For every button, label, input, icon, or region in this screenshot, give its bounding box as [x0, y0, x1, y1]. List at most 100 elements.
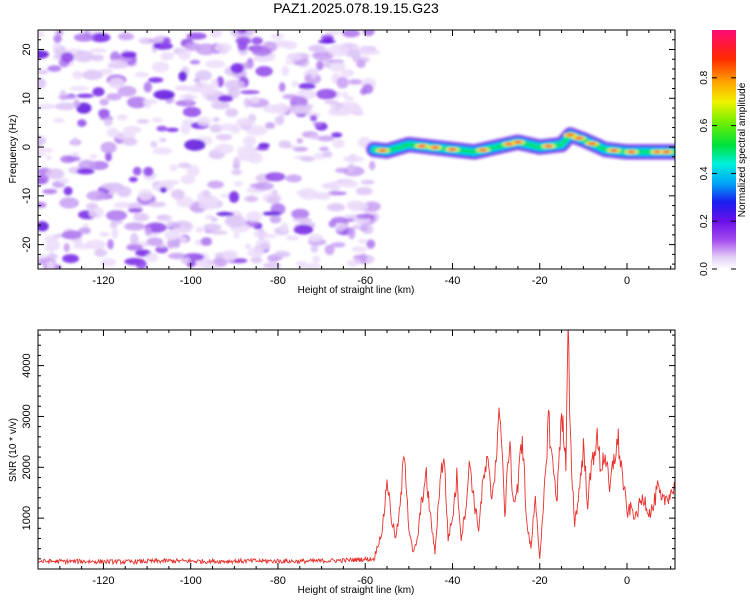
noise-blob	[111, 227, 119, 239]
y-tick-label: 4000	[21, 353, 33, 377]
noise-blob	[351, 246, 368, 253]
noise-blob	[186, 165, 200, 177]
noise-blob	[55, 102, 77, 111]
noise-blob	[38, 30, 45, 38]
y-tick-label: -20	[21, 237, 33, 253]
noise-blob	[246, 211, 263, 223]
snr-panel: -120 -100 -80 -60 -40 -20 0 1000 2000 3000 4000 He…	[8, 329, 676, 596]
noise-blob	[184, 139, 206, 151]
noise-blob	[243, 195, 259, 202]
noise-blob	[145, 252, 159, 263]
noise-blob	[164, 230, 180, 241]
noise-blob	[58, 95, 77, 100]
noise-blob	[279, 106, 285, 118]
noise-blob	[243, 98, 252, 108]
noise-blob	[326, 191, 347, 196]
noise-blob	[77, 119, 87, 127]
noise-blob	[197, 116, 212, 127]
noise-blob	[116, 114, 128, 121]
noise-blob	[46, 254, 59, 259]
noise-blob	[38, 147, 54, 153]
noise-blob	[89, 48, 108, 53]
colorbar-label: Normalized spectral amplitude	[737, 82, 748, 217]
noise-blob	[310, 115, 318, 122]
signal-hotspot-core	[479, 148, 487, 152]
noise-blob	[113, 201, 133, 209]
noise-blob	[369, 160, 376, 171]
noise-blob	[58, 177, 69, 184]
noise-blob	[322, 151, 333, 158]
noise-blob	[286, 53, 302, 61]
noise-blob	[160, 51, 174, 61]
x-tick-label: 0	[624, 575, 630, 587]
signal-hotspot-core	[609, 149, 618, 152]
noise-blob	[62, 254, 79, 264]
noise-blob	[186, 32, 207, 40]
noise-blob	[298, 82, 316, 90]
noise-blob	[296, 190, 310, 196]
noise-blob	[98, 108, 110, 119]
noise-blob	[328, 61, 346, 72]
noise-blob	[76, 102, 92, 114]
noise-blob	[295, 260, 307, 267]
noise-blob	[151, 117, 163, 123]
noise-blob	[85, 202, 98, 210]
noise-blob	[133, 213, 150, 222]
noise-blob	[337, 106, 352, 115]
noise-blob	[143, 166, 154, 177]
noise-blob	[143, 81, 152, 93]
noise-blob	[38, 221, 49, 232]
noise-blob	[289, 104, 312, 115]
noise-blob	[300, 156, 316, 162]
noise-blob	[89, 153, 98, 160]
noise-blob	[99, 98, 109, 106]
noise-blob	[72, 70, 83, 80]
noise-blob	[78, 227, 91, 235]
noise-blob	[195, 226, 204, 233]
noise-blob	[108, 77, 125, 90]
noise-blob	[262, 211, 282, 216]
noise-blob	[146, 237, 164, 247]
noise-blob	[363, 30, 375, 37]
y-tick-label: 3000	[21, 404, 33, 428]
noise-blob	[228, 191, 240, 203]
noise-blob	[153, 89, 175, 100]
noise-blob	[270, 33, 285, 40]
noise-blob	[313, 122, 323, 127]
colorbar-tick-label: 0.4	[699, 166, 710, 180]
noise-blob	[169, 164, 178, 172]
noise-blob	[213, 256, 228, 268]
noise-blob	[291, 80, 299, 87]
noise-blob	[138, 37, 155, 44]
noise-blob	[46, 260, 55, 269]
noise-blob	[195, 70, 213, 81]
noise-blob	[211, 101, 230, 110]
noise-blob	[258, 142, 270, 148]
noise-blob	[73, 33, 95, 42]
noise-blob	[237, 30, 248, 34]
noise-blob	[274, 115, 285, 126]
noise-blob	[310, 244, 319, 253]
noise-blob	[271, 189, 278, 195]
signal-hotspot-core	[627, 150, 636, 154]
noise-blob	[250, 96, 260, 104]
noise-blob	[317, 135, 335, 142]
noise-blob	[148, 201, 167, 208]
noise-blob	[76, 168, 95, 175]
noise-blob	[126, 244, 143, 251]
noise-blob	[255, 238, 271, 251]
noise-blob	[326, 203, 346, 212]
x-tick-label: -20	[532, 275, 548, 287]
noise-blob	[38, 135, 47, 146]
noise-blob	[99, 68, 113, 75]
noise-blob	[66, 156, 81, 162]
noise-blob	[207, 180, 224, 189]
noise-blob	[210, 30, 223, 38]
noise-blob	[306, 112, 321, 118]
noise-blob	[222, 249, 239, 261]
noise-blob	[347, 163, 356, 173]
noise-blob	[117, 85, 137, 97]
noise-blob	[135, 259, 147, 269]
x-tick-label: -40	[445, 275, 461, 287]
noise-blob	[60, 52, 74, 63]
